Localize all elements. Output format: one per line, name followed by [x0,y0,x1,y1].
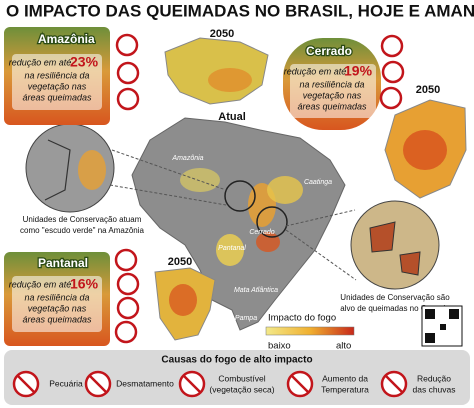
fire-spot [267,176,303,204]
biome-text: vegetação nas [303,90,362,100]
qr-code [421,305,463,347]
cause-icon [114,320,138,344]
cause-slash [89,375,107,393]
map-label: Mata Atlântica [234,287,278,294]
qr-block [425,309,435,319]
cause-item: Desmatamento [84,370,174,398]
qr-block [440,324,446,330]
connector [285,209,356,227]
fire-spot [169,284,197,316]
cause-icon [381,60,405,84]
qr-block [449,309,459,319]
map-label: Amazônia [171,155,203,162]
biome-name: Cerrado [306,44,352,58]
text-backdrop [290,64,376,118]
biome-text: áreas queimadas [297,101,367,111]
map-label: Caatinga [304,179,332,186]
biome-box: Pantanal redução em até 16% na resiliênc… [4,252,110,346]
callout: como "escudo verde" na Amazônia [20,226,145,235]
legend-title: Impacto do fogo [268,313,336,324]
causes-panel [4,350,470,405]
cause-icon [116,87,140,111]
brazil-map [131,117,346,331]
callout: alvo de queimadas no Cerrado [340,304,450,313]
year-label: 2050 [168,256,192,268]
cause-label: das chuvas [413,384,456,394]
year-label: 2050 [210,28,234,40]
cause-label: Desmatamento [116,378,174,388]
cause-item: Combustível (vegetação seca) [178,370,275,398]
map-label: Cerrado [249,229,274,236]
legend-high: alto [336,341,351,352]
fire-spot [208,68,252,92]
cause-label: Combustível [218,373,265,383]
biome-text: redução em até [9,57,72,67]
cause-icon [116,61,140,85]
callout: Unidades de Conservação atuam [23,215,142,224]
biome-percent: 16% [70,276,99,292]
cause-item: Aumento da Temperatura [286,370,369,398]
protected-area [399,251,421,276]
zoom-ring [224,180,256,212]
text-backdrop [12,276,102,332]
current-label: Atual [218,111,246,123]
cause-slash [183,375,201,393]
cause-label: Redução [417,373,451,383]
cause-icon [380,34,404,58]
fire-spot [78,150,106,190]
map-label: Pampa [235,315,257,322]
title: O IMPACTO DAS QUEIMADAS NO BRASIL, HOJE … [6,0,474,20]
biome-percent: 23% [70,54,99,70]
qr-block [425,333,435,343]
biome-text: redução em até [9,279,72,289]
legend-low: baixo [268,341,291,352]
cause-label: (vegetação seca) [209,384,274,394]
zoom-ring [256,206,288,238]
biome-box: Cerrado redução em até 19% na resiliênci… [283,38,381,130]
biome-percent: 19% [344,63,373,79]
biome-text: na resiliência da [24,70,89,80]
cause-label: Temperatura [321,384,369,394]
cause-icons [114,33,405,344]
cause-item: Pecuária [12,370,83,398]
biome-name: Pantanal [38,256,88,270]
cause-icon [379,86,403,110]
cause-slash [291,375,309,393]
text-backdrop [12,54,102,110]
cause-icon [115,33,139,57]
year-label: 2050 [416,84,440,96]
cause-icon [116,272,140,296]
biome-box: Amazônia redução em até 23% na resiliênc… [4,27,110,125]
cause-item: Redução das chuvas [380,370,456,398]
cause-icon [114,248,138,272]
biome-text: vegetação nas [28,81,87,91]
legend-scale [265,326,355,336]
biome-text: na resiliência da [24,292,89,302]
cause-slash [17,375,35,393]
cause-label: Pecuária [49,378,83,388]
fire-spot [180,168,220,192]
fire-spot [216,234,244,266]
biome-text: áreas queimadas [22,92,92,102]
cause-icon [116,296,140,320]
connector [285,229,357,281]
fire-spot [403,130,447,170]
biome-text: redução em até [284,66,347,76]
causes-title: Causas do fogo de alto impacto [161,355,312,366]
connector [111,149,227,191]
protected-area [44,139,71,201]
callout: Unidades de Conservação são [340,293,450,302]
biome-name: Amazônia [38,32,95,46]
fire-spots [180,168,303,266]
biome-text: áreas queimadas [22,314,92,324]
biome-text: vegetação nas [28,303,87,313]
cause-label: Aumento da [322,373,368,383]
cause-slash [385,375,403,393]
zoom-cerrado [350,200,440,290]
biome-text: na resiliência da [299,79,364,89]
protected-area [369,221,396,253]
map-label: Pantanal [218,245,246,252]
